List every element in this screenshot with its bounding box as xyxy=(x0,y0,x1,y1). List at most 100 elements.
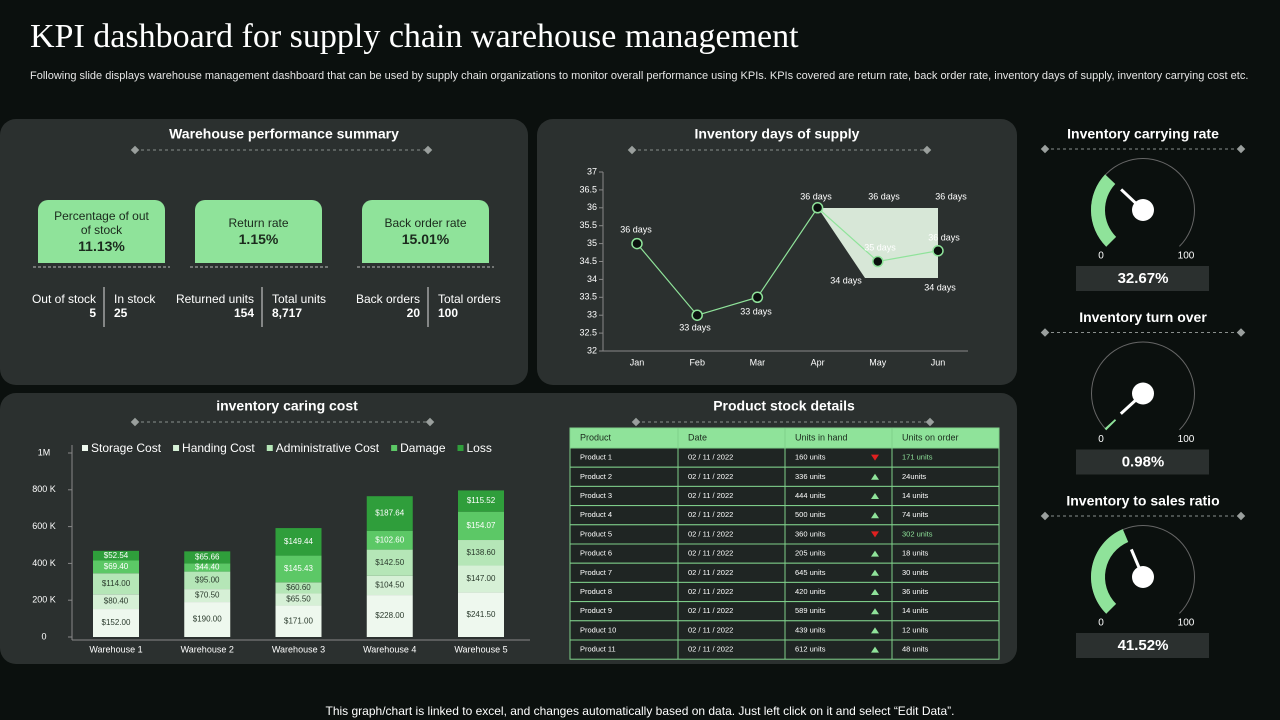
point xyxy=(932,245,944,257)
table-cell: Product 2 xyxy=(580,472,612,481)
divider-diamond xyxy=(1040,328,1050,337)
line-panel xyxy=(537,119,1017,385)
table-cell: Product 4 xyxy=(580,510,612,519)
bar-value-label: $154.07 xyxy=(467,521,496,530)
bar-segment xyxy=(458,511,504,541)
table-cell: 36 units xyxy=(902,587,929,596)
y-tick-label: 600 K xyxy=(32,521,56,531)
table-cell: Product 7 xyxy=(580,568,612,577)
trend-arrow xyxy=(871,646,879,653)
divider-diamond xyxy=(423,145,433,155)
stat-label: Total orders xyxy=(438,292,501,306)
divider-diamond xyxy=(130,145,140,155)
table-cell: 420 units xyxy=(795,587,826,596)
bar-segment xyxy=(366,575,413,596)
stat-value: 100 xyxy=(438,306,458,320)
bar-segment xyxy=(366,496,413,531)
table-cell: 360 units xyxy=(795,529,826,538)
table-cell: Product 8 xyxy=(580,587,612,596)
bar-value-label: $69.40 xyxy=(104,562,129,571)
legend-label: Storage Cost xyxy=(91,441,162,455)
legend-swatch xyxy=(457,445,464,451)
kpi-card: Back order rate 15.01% xyxy=(362,200,489,263)
panel-title: Inventory days of supply xyxy=(695,126,860,142)
kpi-card: Return rate 1.15% xyxy=(195,200,322,263)
annotation: 33 days xyxy=(740,306,772,316)
legend-label: Loss xyxy=(467,441,492,455)
bar-segment xyxy=(275,582,322,594)
bar-value-label: $147.00 xyxy=(467,574,496,583)
y-tick-label: 800 K xyxy=(32,484,56,494)
annotation: 34 days xyxy=(924,282,956,292)
annotation: 36 days xyxy=(928,232,960,242)
column-header: Date xyxy=(688,432,707,442)
y-tick-label: 36.5 xyxy=(579,184,597,194)
bar-segment xyxy=(93,550,139,561)
bar-segment xyxy=(275,605,322,637)
gauge-min: 0 xyxy=(1098,251,1104,262)
y-tick-label: 34 xyxy=(587,274,597,284)
card-label: Return rate xyxy=(228,215,289,230)
legend-swatch xyxy=(391,445,398,451)
point xyxy=(631,237,643,250)
table-cell: 14 units xyxy=(902,606,929,615)
table-cell: Product 5 xyxy=(580,529,612,538)
gauge-value: 0.98% xyxy=(1122,453,1165,470)
bar-value-label: $171.00 xyxy=(284,616,313,625)
bar-value-label: $60.60 xyxy=(286,583,311,592)
divider-diamond xyxy=(1236,511,1246,521)
trend-arrow xyxy=(871,569,879,576)
gauge-value: 32.67% xyxy=(1118,270,1169,287)
divider-diamond xyxy=(425,417,435,427)
gauge-min: 0 xyxy=(1098,618,1104,629)
bar-value-label: $44.40 xyxy=(195,563,220,572)
bar-segment xyxy=(366,595,413,637)
table-cell: 589 units xyxy=(795,606,826,615)
y-tick-label: 37 xyxy=(587,166,597,176)
gauge-value: 41.52% xyxy=(1118,637,1169,654)
table-cell: 302 units xyxy=(902,529,933,538)
kpi-card: Percentage of out of stock 11.13% xyxy=(38,200,165,263)
table-cell: 02 / 11 / 2022 xyxy=(688,549,733,558)
bar-value-label: $70.50 xyxy=(195,591,220,600)
stat-value: 25 xyxy=(114,306,128,320)
x-tick-label: Apr xyxy=(811,357,825,367)
gauge-max: 100 xyxy=(1178,618,1195,629)
trend-arrow xyxy=(871,608,879,615)
trend-arrow xyxy=(871,550,879,557)
legend-label: Damage xyxy=(400,441,446,455)
column-header: Units in hand xyxy=(795,432,848,442)
bar-value-label: $228.00 xyxy=(375,611,404,620)
bar-value-label: $104.50 xyxy=(375,581,404,590)
bar-segment xyxy=(184,571,231,590)
y-tick-label: 36 xyxy=(587,202,597,212)
trend-arrow xyxy=(871,473,879,480)
y-tick-label: 200 K xyxy=(32,595,56,605)
annotation: 36 days xyxy=(868,191,900,201)
table-cell: 02 / 11 / 2022 xyxy=(688,491,733,500)
gauge-min: 0 xyxy=(1098,434,1104,445)
table-cell: Product 1 xyxy=(580,453,612,462)
point xyxy=(872,255,884,268)
x-tick-label: Warehouse 4 xyxy=(363,644,416,654)
y-tick-label: 400 K xyxy=(32,558,56,568)
gauge-hub xyxy=(1132,199,1154,221)
bar-value-label: $190.00 xyxy=(193,615,222,624)
trend-arrow xyxy=(871,454,879,461)
card-label: Percentage of out of stock xyxy=(54,208,149,237)
legend-label: Handing Cost xyxy=(182,441,255,455)
bar-value-label: $152.00 xyxy=(102,618,131,627)
card-value: 11.13% xyxy=(78,237,125,254)
x-tick-label: Warehouse 1 xyxy=(89,644,142,654)
legend-label: Administrative Cost xyxy=(276,441,380,455)
y-tick-label: 35 xyxy=(587,238,597,248)
bar-value-label: $115.52 xyxy=(467,496,496,505)
annotation: 36 days xyxy=(800,191,832,201)
x-tick-label: May xyxy=(869,357,887,367)
table-cell: 336 units xyxy=(795,472,826,481)
point xyxy=(751,291,764,304)
bar-value-label: $114.00 xyxy=(102,579,131,588)
bar-segment xyxy=(93,594,139,610)
trend-arrow xyxy=(871,493,879,499)
